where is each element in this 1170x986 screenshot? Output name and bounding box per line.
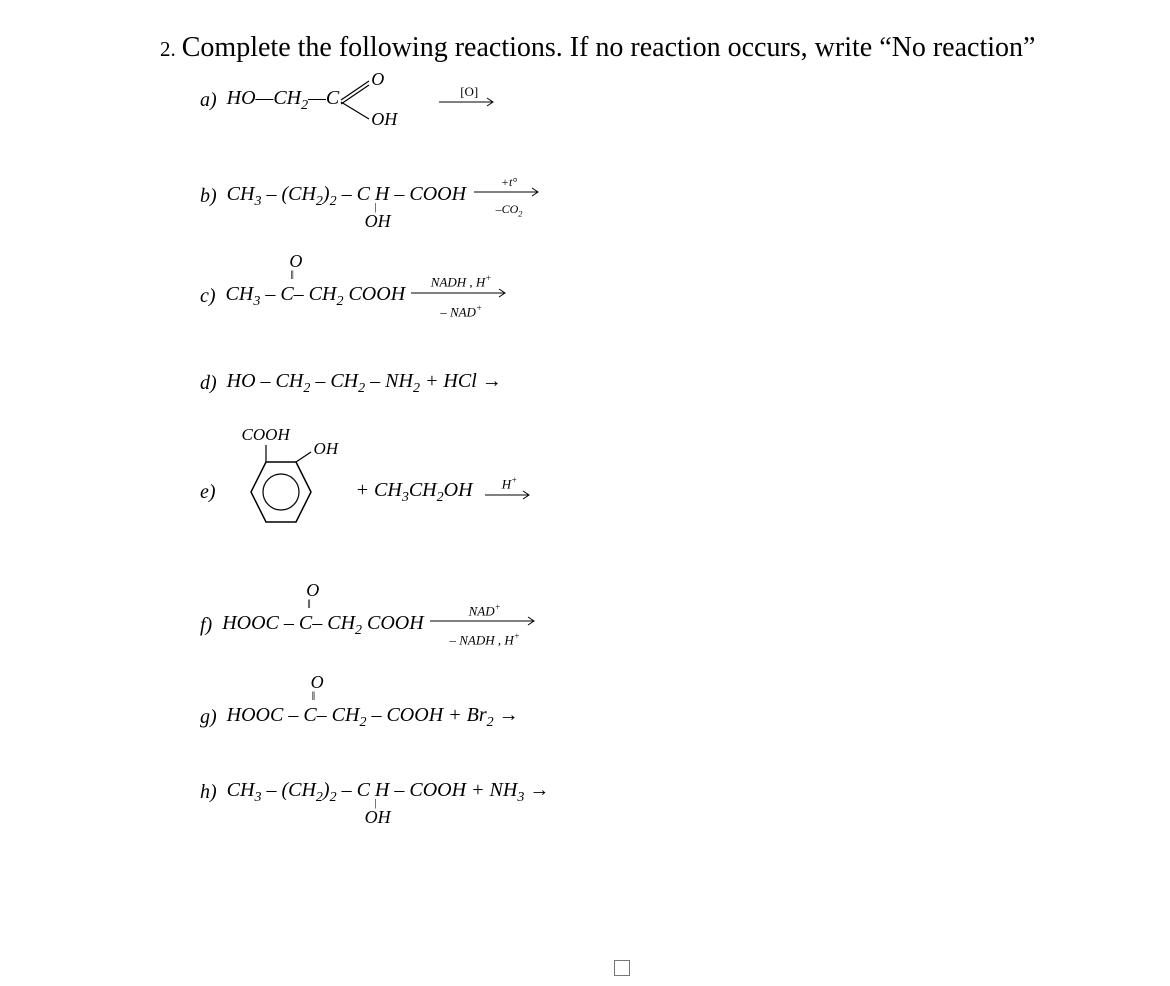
question-number: 2. [160, 37, 176, 62]
part-e-label: e) [200, 481, 216, 504]
part-a: a) HO—CH2—C O OH [O] [200, 75, 1110, 125]
part-f-label: f) [200, 614, 212, 637]
part-d-formula: HO – CH2 – CH2 – NH2 + HCl → [227, 370, 502, 397]
part-h-label: h) [200, 781, 217, 804]
part-c-formula: CH3 – C– CH2 O ‖ COOH [226, 283, 406, 310]
question-header: 2. Complete the following reactions. If … [160, 30, 1110, 65]
part-a-formula: HO—CH2—C [227, 87, 340, 114]
part-d: d) HO – CH2 – CH2 – NH2 + HCl → [200, 370, 1110, 397]
part-f: f) HOOC – C– CH2 O ‖ COOH NAD+ – NADH , … [200, 602, 1110, 649]
part-a-arrow: [O] [439, 84, 499, 116]
part-f-formula: HOOC – C– CH2 O ‖ COOH [222, 612, 423, 639]
part-e: e) COOH OH + CH3CH2OH [200, 437, 1110, 547]
part-a-label: a) [200, 89, 217, 112]
part-c: c) CH3 – C– CH2 O ‖ COOH NADH , H+ – NAD… [200, 273, 1110, 320]
part-b: b) CH3 – (CH2)2 – C H – COOH | OH +t° –C… [200, 175, 1110, 218]
question-title: Complete the following reactions. If no … [182, 30, 1036, 65]
part-d-label: d) [200, 372, 217, 395]
part-b-arrow: +t° –CO2 [474, 175, 544, 218]
part-c-arrow: NADH , H+ – NAD+ [411, 273, 511, 320]
parts-container: a) HO—CH2—C O OH [O] [200, 75, 1110, 806]
part-e-arrow: H+ [485, 475, 535, 508]
part-b-formula: CH3 – (CH2)2 – C H – COOH | OH [227, 183, 466, 210]
part-g-formula: HOOC – C– CH2 O ‖ – COOH + Br2 → [227, 704, 519, 731]
part-e-benzene: COOH OH [226, 437, 346, 547]
part-a-acid-group: O OH [339, 75, 409, 125]
part-c-label: c) [200, 285, 216, 308]
footer-checkbox[interactable] [614, 960, 630, 976]
part-g: g) HOOC – C– CH2 O ‖ – COOH + Br2 → [200, 704, 1110, 731]
part-h-formula: CH3 – (CH2)2 – C H – COOH + NH3 → | OH [227, 779, 550, 806]
part-g-label: g) [200, 706, 217, 729]
part-f-arrow: NAD+ – NADH , H+ [430, 602, 540, 649]
part-b-label: b) [200, 185, 217, 208]
worksheet-page: 2. Complete the following reactions. If … [0, 0, 1170, 986]
part-h: h) CH3 – (CH2)2 – C H – COOH + NH3 → | O… [200, 779, 1110, 806]
part-e-reagent: + CH3CH2OH [356, 479, 473, 506]
